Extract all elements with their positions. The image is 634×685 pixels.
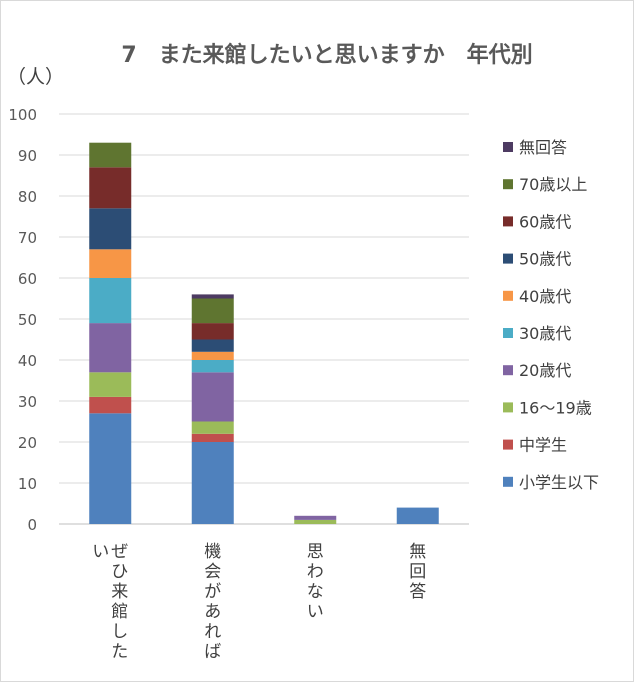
legend-item: 中学生 bbox=[503, 436, 567, 455]
bar-segment bbox=[89, 208, 132, 250]
legend-label: 70歳以上 bbox=[519, 175, 587, 194]
legend-swatch bbox=[503, 290, 513, 301]
legend-swatch bbox=[503, 142, 513, 152]
legend-item: 50歳代 bbox=[503, 250, 571, 269]
bar-segment bbox=[89, 249, 132, 278]
bar-segment bbox=[191, 360, 234, 373]
y-tick-label: 40 bbox=[18, 352, 37, 370]
svg-text:ぜ: ぜ bbox=[111, 542, 128, 562]
bar-segment bbox=[191, 442, 234, 524]
bar-segment bbox=[294, 519, 337, 524]
bar-segment bbox=[89, 372, 132, 397]
legend-swatch bbox=[503, 476, 513, 487]
bar-segment bbox=[191, 372, 234, 422]
y-tick-label: 10 bbox=[18, 475, 37, 493]
legend-item: 30歳代 bbox=[503, 324, 571, 343]
legend-item: 小学生以下 bbox=[503, 473, 599, 492]
y-tick-label: 90 bbox=[18, 147, 37, 165]
legend-label: 小学生以下 bbox=[519, 473, 599, 492]
y-tick-label: 30 bbox=[18, 393, 37, 411]
bar-segment bbox=[191, 339, 234, 352]
legend-label: 40歳代 bbox=[519, 287, 571, 306]
legend-item: 40歳代 bbox=[503, 287, 571, 306]
svg-text:来: 来 bbox=[111, 582, 128, 602]
svg-text:ば: ば bbox=[204, 642, 221, 662]
bar-segment bbox=[89, 323, 132, 373]
svg-text:た: た bbox=[111, 642, 128, 662]
legend-label: 中学生 bbox=[519, 436, 567, 455]
legend-label: 無回答 bbox=[519, 138, 567, 157]
legend: 無回答 70歳以上 60歳代 50歳代 40歳代 30歳代 20歳代 16～19歳中学生小学生… bbox=[503, 138, 599, 492]
legend-swatch bbox=[503, 439, 513, 450]
legend-swatch bbox=[503, 179, 513, 190]
svg-text:い: い bbox=[92, 542, 109, 562]
legend-label: 60歳代 bbox=[519, 212, 571, 231]
svg-text:あ: あ bbox=[204, 602, 221, 622]
legend-swatch bbox=[503, 216, 513, 227]
bar-segment bbox=[294, 515, 337, 520]
y-tick-label: 20 bbox=[18, 434, 37, 452]
legend-label: 16～19歳 bbox=[519, 398, 592, 417]
bar-segment bbox=[89, 142, 132, 168]
y-tick-label: 70 bbox=[18, 229, 37, 247]
svg-text:思: 思 bbox=[307, 542, 324, 562]
bar-segment bbox=[191, 351, 234, 360]
legend-item: 60歳代 bbox=[503, 212, 571, 231]
svg-text:い: い bbox=[307, 602, 324, 622]
bar-segment bbox=[191, 433, 234, 442]
legend-label: 30歳代 bbox=[519, 324, 571, 343]
legend-item: 70歳以上 bbox=[503, 175, 587, 194]
legend-item: 無回答 bbox=[503, 138, 567, 157]
bar-segment bbox=[89, 396, 132, 414]
svg-text:ひ: ひ bbox=[111, 562, 128, 582]
bar-segment bbox=[191, 298, 234, 324]
svg-text:無: 無 bbox=[409, 542, 426, 562]
svg-text:わ: わ bbox=[307, 562, 324, 582]
svg-text:会: 会 bbox=[204, 562, 221, 582]
y-tick-label: 100 bbox=[8, 106, 37, 124]
y-tick-label: 0 bbox=[27, 516, 37, 534]
bar-segment bbox=[89, 278, 132, 324]
svg-text:な: な bbox=[307, 582, 324, 602]
chart-title: 7 また来館したいと思いますか 年代別 bbox=[121, 42, 532, 68]
svg-text:れ: れ bbox=[204, 622, 221, 642]
bar-segment bbox=[191, 323, 234, 340]
bar-segment bbox=[89, 413, 132, 524]
svg-text:答: 答 bbox=[409, 582, 426, 602]
bar-segment bbox=[191, 294, 234, 299]
svg-text:館: 館 bbox=[111, 602, 128, 622]
legend-item: 16～19歳 bbox=[503, 398, 592, 417]
bar-segment bbox=[191, 421, 234, 434]
legend-label: 20歳代 bbox=[519, 361, 571, 380]
svg-text:機: 機 bbox=[204, 542, 221, 562]
legend-swatch bbox=[503, 402, 513, 413]
y-axis-unit-label: （人） bbox=[7, 66, 64, 88]
svg-text:回: 回 bbox=[409, 562, 426, 582]
svg-text:が: が bbox=[204, 582, 221, 602]
legend-swatch bbox=[503, 365, 513, 376]
y-tick-label: 60 bbox=[18, 270, 37, 288]
legend-swatch bbox=[503, 328, 513, 338]
legend-swatch bbox=[503, 253, 513, 264]
legend-item: 20歳代 bbox=[503, 361, 571, 380]
bars bbox=[89, 142, 439, 524]
x-category-label: 無回答 bbox=[409, 542, 426, 602]
y-tick-label: 50 bbox=[18, 311, 37, 329]
bar-segment bbox=[396, 507, 439, 524]
svg-text:し: し bbox=[111, 622, 128, 642]
bar-segment bbox=[89, 167, 132, 209]
y-axis-ticks: 0 10 20 30 40 50 60 70 80 90 100 bbox=[8, 106, 37, 534]
legend-label: 50歳代 bbox=[519, 250, 571, 269]
y-tick-label: 80 bbox=[18, 188, 37, 206]
